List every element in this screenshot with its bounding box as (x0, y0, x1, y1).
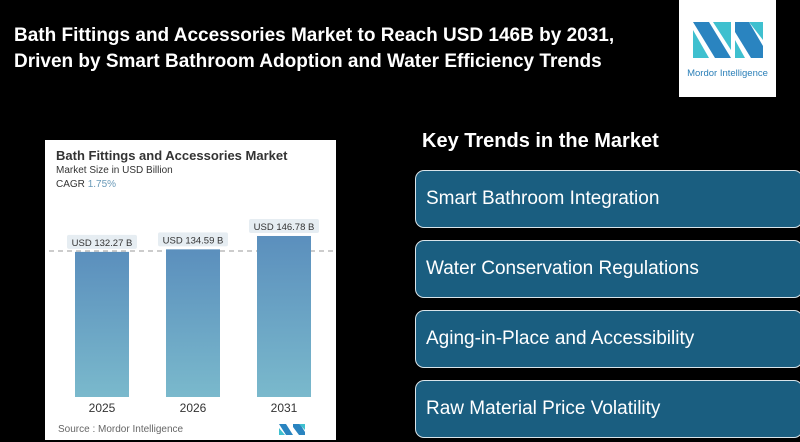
x-tick-label: 2031 (271, 401, 298, 415)
x-tick-label: 2025 (89, 401, 116, 415)
data-label-bg (158, 232, 228, 247)
page-title: Bath Fittings and Accessories Market to … (14, 23, 614, 75)
logo-mark-icon (693, 22, 763, 58)
cagr-label: CAGR (56, 179, 85, 190)
bar-2026 (166, 249, 220, 397)
bar-2031 (257, 235, 311, 397)
chart-title: Bath Fittings and Accessories Market (56, 148, 288, 163)
title-line-1: Bath Fittings and Accessories Market to … (14, 25, 615, 46)
bar-chart: USD 132.27 B 2025 USD 134.59 B 2026 USD 146.… (49, 218, 333, 415)
chart-card: Bath Fittings and Accessories Market Mar… (45, 140, 336, 440)
cagr: CAGR 1.75% (56, 179, 116, 190)
title-line-2: Driven by Smart Bathroom Adoption and Wa… (14, 51, 602, 72)
trend-item: Raw Material Price Volatility (415, 380, 800, 438)
cagr-value: 1.75% (87, 179, 117, 190)
bar-2025 (75, 251, 129, 397)
data-label: USD 132.27 B (72, 238, 133, 249)
chart-subtitle: Market Size in USD Billion (56, 165, 173, 176)
data-label: USD 146.78 B (254, 222, 315, 233)
data-label-bg (67, 234, 137, 249)
trend-item: Smart Bathroom Integration (415, 170, 800, 228)
small-logo-icon (279, 424, 305, 435)
mordor-logo: Mordor Intelligence (679, 0, 776, 97)
logo-text: Mordor Intelligence (687, 68, 768, 79)
trend-item: Water Conservation Regulations (415, 240, 800, 298)
trends-heading: Key Trends in the Market (422, 130, 659, 152)
data-label: USD 134.59 B (163, 235, 224, 246)
trend-item: Aging-in-Place and Accessibility (415, 310, 800, 368)
chart-source: Source : Mordor Intelligence (58, 424, 184, 435)
x-tick-label: 2026 (180, 401, 207, 415)
data-label-bg (249, 218, 319, 233)
